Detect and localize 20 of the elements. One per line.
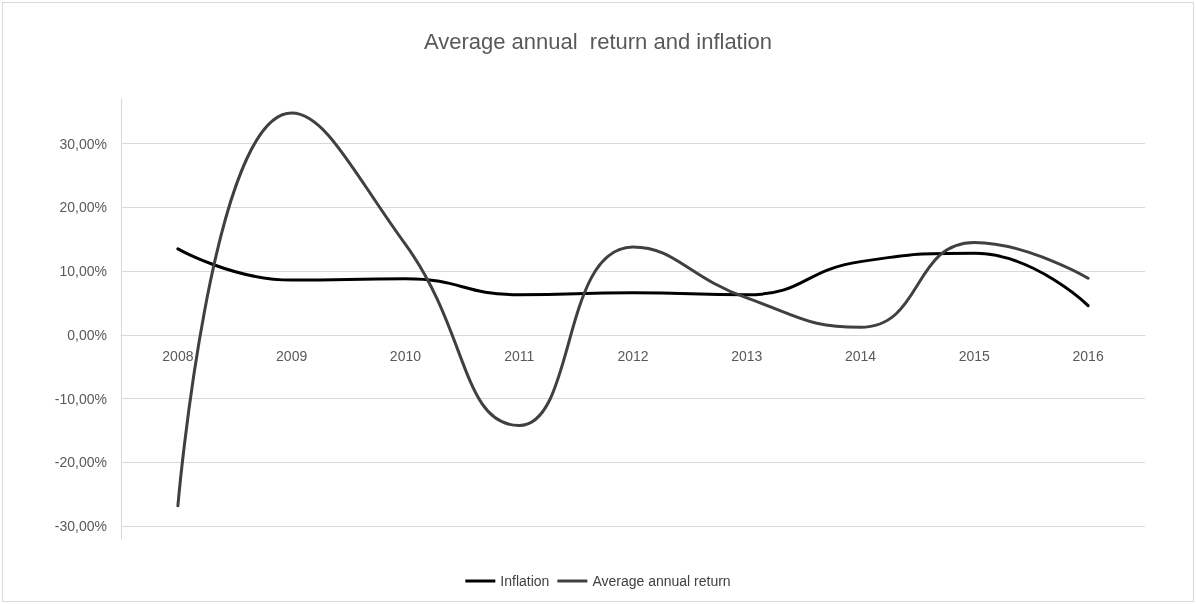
- y-tick-label: -20,00%: [54, 454, 107, 471]
- y-tick-label: -10,00%: [54, 390, 107, 407]
- x-tick-label: 2011: [504, 347, 535, 364]
- x-tick-label: 2014: [844, 347, 877, 364]
- x-tick-label: 2012: [617, 347, 649, 364]
- x-tick-label: 2009: [276, 347, 308, 364]
- legend-label: Average annual return: [592, 573, 731, 589]
- x-tick-label: 2015: [958, 347, 991, 364]
- y-tick-label: 10,00%: [59, 263, 107, 280]
- legend-label: Inflation: [500, 573, 550, 589]
- x-tick-label: 2010: [389, 347, 422, 364]
- y-tick-label: -30,00%: [54, 518, 107, 535]
- y-tick-label: 20,00%: [59, 199, 107, 216]
- line-series: [176, 247, 1090, 308]
- y-tick-label: 30,00%: [59, 135, 107, 152]
- x-tick-label: 2013: [731, 347, 763, 364]
- x-tick-label: 2008: [162, 347, 194, 364]
- x-tick-label: 2016: [1072, 347, 1104, 364]
- chart-title: Average annual return and inflation: [423, 28, 773, 54]
- y-tick-label: 0,00%: [67, 326, 107, 343]
